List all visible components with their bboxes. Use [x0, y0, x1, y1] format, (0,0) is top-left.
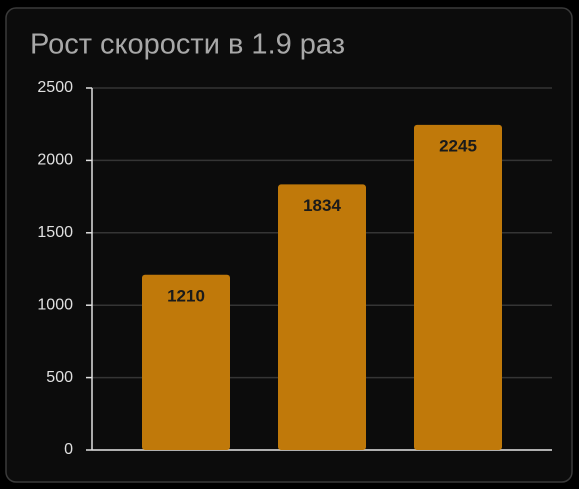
- y-tick-label: 1000: [37, 296, 73, 313]
- chart-title: Рост скорости в 1.9 раз: [30, 29, 345, 61]
- y-tick-label: 500: [46, 369, 73, 386]
- bar: [278, 184, 366, 450]
- bar: [142, 274, 230, 450]
- y-tick-label: 2500: [37, 79, 73, 96]
- data-label: 1210: [167, 286, 205, 305]
- data-label: 2245: [439, 136, 477, 155]
- y-tick-label: 2000: [37, 152, 73, 169]
- y-tick-label: 0: [64, 441, 73, 458]
- y-tick-label: 1500: [37, 224, 73, 241]
- bar: [414, 124, 502, 450]
- data-label: 1834: [303, 196, 341, 215]
